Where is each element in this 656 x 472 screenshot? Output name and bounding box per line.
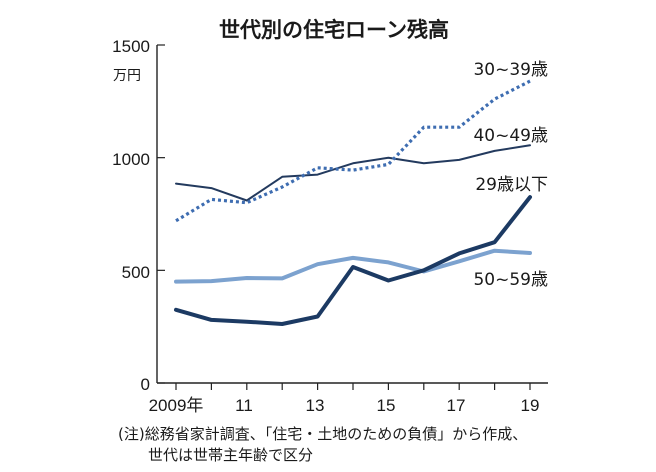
series-lines — [174, 79, 532, 326]
series-label-40-49: 40~49歳 — [473, 126, 548, 146]
x-tick-label-2011: 11 — [235, 396, 253, 415]
series-line-0 — [175, 79, 531, 223]
x-tick-label-2015: 15 — [377, 396, 396, 415]
x-tick-label-2013: 13 — [306, 396, 325, 415]
series-line-2 — [174, 195, 532, 326]
x-tick-label-2009: 2009年 — [149, 396, 204, 415]
series-label-50-59: 50~59歳 — [473, 270, 548, 290]
y-tick-label-1500: 1500 — [112, 37, 150, 56]
series-label-under-29: 29歳以下 — [475, 175, 548, 195]
series-line-3 — [174, 248, 532, 284]
y-axis-unit: 万円 — [113, 68, 141, 84]
footnote-line-1: (注)総務省家計調査、「住宅・土地のための負債」から作成、 — [118, 425, 527, 443]
x-tick-label-2017: 17 — [447, 396, 466, 415]
series-line-1 — [175, 144, 531, 202]
y-tick-label-1000: 1000 — [112, 150, 150, 169]
series-label-30-39: 30~39歳 — [473, 60, 548, 80]
axes — [156, 44, 548, 390]
footnote-line-2: 世代は世帯主年齢で区分 — [148, 446, 313, 464]
y-tick-label-500: 500 — [122, 263, 150, 282]
y-tick-label-0: 0 — [141, 375, 150, 394]
x-tick-label-2019: 19 — [521, 396, 540, 415]
chart-title: 世代別の住宅ローン残高 — [219, 18, 449, 42]
